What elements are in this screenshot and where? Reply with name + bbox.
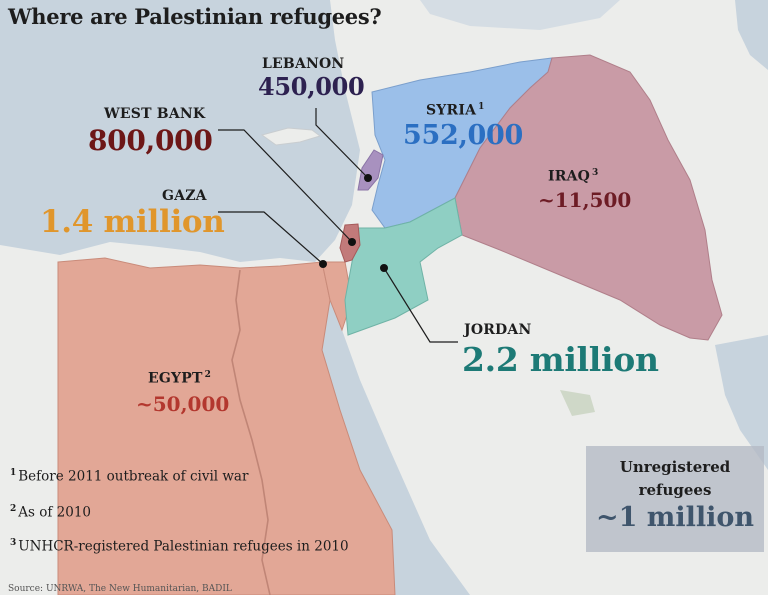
syria-footnote-ref: 1 — [478, 102, 485, 112]
jordan-leader — [383, 267, 458, 343]
source-note: Source: UNRWA, The New Humanitarian, BAD… — [8, 584, 232, 594]
persian-gulf — [715, 335, 768, 470]
lebanon-marker — [364, 174, 372, 182]
footnote-2-text: As of 2010 — [18, 504, 92, 521]
jordan-shape — [344, 197, 463, 336]
footnote-2: 2 As of 2010 — [10, 504, 91, 521]
caspian-sea — [735, 0, 768, 70]
lake — [560, 390, 595, 416]
gaza-value: 1.4 million — [40, 204, 225, 240]
iraq-shape — [454, 54, 723, 341]
iraq-footnote-ref: 3 — [592, 168, 599, 178]
egypt-label-group: EGYPT 2 — [148, 370, 211, 387]
footnote-2-num: 2 — [10, 504, 17, 514]
syria-value: 552,000 — [403, 120, 524, 151]
syria-label-group: SYRIA 1 — [426, 102, 485, 119]
west-bank-label: WEST BANK — [104, 106, 206, 122]
west-bank-value: 800,000 — [88, 124, 213, 157]
west-bank-leader — [218, 129, 353, 243]
jordan-marker — [380, 264, 388, 272]
map-title: Where are Palestinian refugees? — [8, 4, 382, 29]
gaza-label: GAZA — [162, 188, 207, 204]
gaza-marker — [319, 260, 327, 268]
unregistered-label-line2: refugees — [638, 481, 712, 499]
footnote-3: 3 UNHCR-registered Palestinian refugees i… — [10, 538, 349, 555]
lebanon-shape — [357, 149, 384, 191]
jordan-value: 2.2 million — [462, 340, 659, 379]
footnote-3-text: UNHCR-registered Palestinian refugees in… — [18, 538, 349, 555]
lebanon-label: LEBANON — [262, 56, 345, 72]
unregistered-label-line1: Unregistered — [619, 458, 731, 476]
lebanon-leader — [315, 108, 369, 179]
iraq-label: IRAQ — [548, 168, 591, 185]
mediterranean-sea — [0, 0, 360, 262]
footnote-3-num: 3 — [10, 538, 17, 548]
egypt-footnote-ref: 2 — [204, 370, 212, 380]
footnote-1: 1 Before 2011 outbreak of civil war — [10, 468, 248, 485]
egypt-value: ~50,000 — [136, 392, 230, 416]
syria-label: SYRIA — [426, 102, 477, 119]
iraq-label-group: IRAQ 3 — [548, 168, 599, 185]
jordan-label: JORDAN — [464, 322, 532, 338]
west-bank-marker — [348, 238, 356, 246]
iraq-value: ~11,500 — [538, 188, 632, 212]
nile-river — [231, 269, 271, 595]
egypt-label: EGYPT — [148, 370, 203, 387]
northern-water — [420, 0, 620, 30]
unregistered-refugees-box: Unregistered refugees ~1 million — [586, 446, 764, 552]
gaza-leader — [218, 211, 324, 265]
footnote-1-num: 1 — [10, 468, 17, 478]
cyprus — [260, 127, 322, 146]
footnote-1-text: Before 2011 outbreak of civil war — [18, 468, 249, 485]
unregistered-value: ~1 million — [595, 502, 755, 533]
lebanon-value: 450,000 — [258, 72, 365, 101]
